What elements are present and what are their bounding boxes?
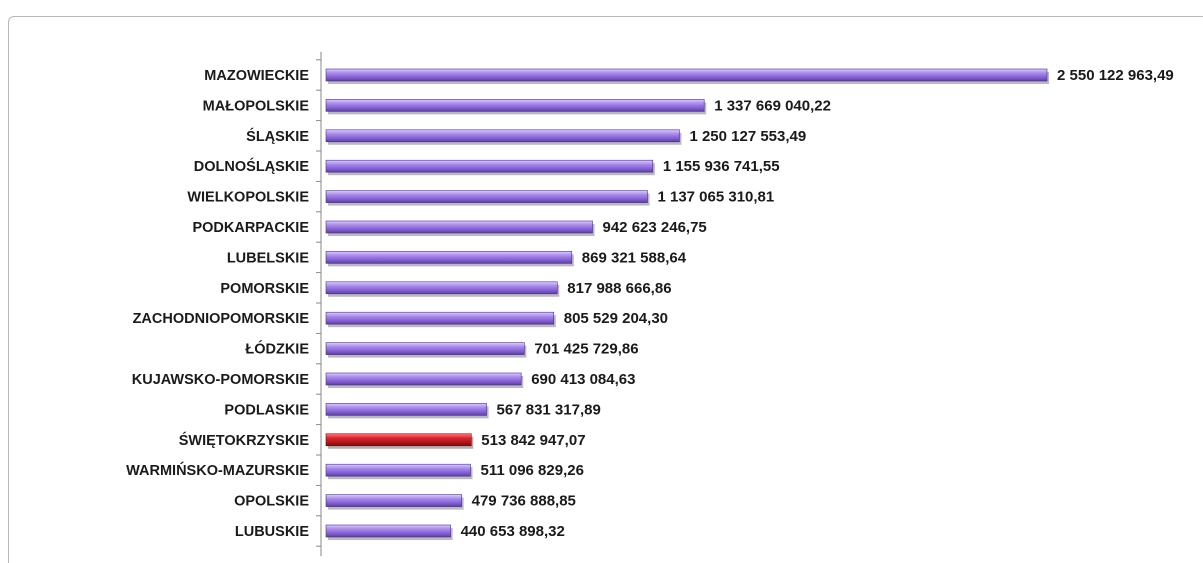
category-label: PODLASKIE	[224, 402, 309, 418]
data-label: 1 155 936 741,55	[663, 158, 780, 175]
data-label: 1 250 127 553,49	[689, 128, 806, 145]
category-label: MAŁOPOLSKIE	[203, 98, 310, 114]
data-label: 701 425 729,86	[534, 341, 638, 358]
category-label: LUBELSKIE	[227, 250, 310, 266]
category-label: MAZOWIECKIE	[204, 68, 309, 84]
bar	[325, 403, 487, 416]
data-label: 511 096 829,26	[481, 462, 584, 479]
data-label: 690 413 084,63	[531, 371, 635, 388]
category-label: DOLNOŚLĄSKIE	[194, 157, 310, 175]
bar	[325, 99, 705, 112]
category-label: ŁÓDZKIE	[245, 340, 309, 358]
category-label: KUJAWSKO-POMORSKIE	[132, 372, 310, 388]
category-label: OPOLSKIE	[234, 494, 309, 510]
data-label: 942 623 246,75	[603, 219, 707, 236]
category-label: PODKARPACKIE	[192, 220, 309, 236]
category-label: ŚWIĘTOKRZYSKIE	[179, 431, 310, 449]
bar	[325, 372, 522, 386]
bar	[325, 281, 558, 295]
category-label: WARMIŃSKO-MAZURSKIE	[126, 462, 309, 479]
bar	[325, 311, 555, 325]
category-label: WIELKOPOLSKIE	[187, 190, 309, 206]
bar	[325, 342, 525, 355]
bar-highlighted	[325, 433, 472, 447]
data-label: 1 137 065 310,81	[657, 189, 774, 206]
data-label: 513 842 947,07	[481, 432, 585, 449]
data-label: 2 550 122 963,49	[1057, 67, 1174, 84]
data-label: 869 321 588,64	[582, 249, 687, 266]
data-label: 1 337 669 040,22	[714, 97, 831, 114]
category-label: ZACHODNIOPOMORSKIE	[133, 311, 310, 327]
bar	[325, 159, 654, 173]
bar	[325, 251, 573, 264]
bar	[325, 463, 471, 477]
data-label: 567 831 317,89	[497, 401, 601, 418]
bar	[325, 494, 462, 507]
bar	[325, 129, 680, 143]
category-label: LUBUSKIE	[235, 524, 309, 540]
data-label: 440 653 898,32	[461, 523, 565, 540]
data-label: 817 988 666,86	[567, 280, 671, 297]
bar	[325, 524, 451, 538]
data-label: 805 529 204,30	[564, 310, 668, 327]
category-label: POMORSKIE	[220, 281, 309, 297]
data-label: 479 736 888,85	[472, 493, 576, 510]
bar	[325, 220, 593, 234]
category-label: ŚLĄSKIE	[246, 127, 309, 145]
bar	[325, 190, 648, 203]
bar	[325, 68, 1048, 82]
